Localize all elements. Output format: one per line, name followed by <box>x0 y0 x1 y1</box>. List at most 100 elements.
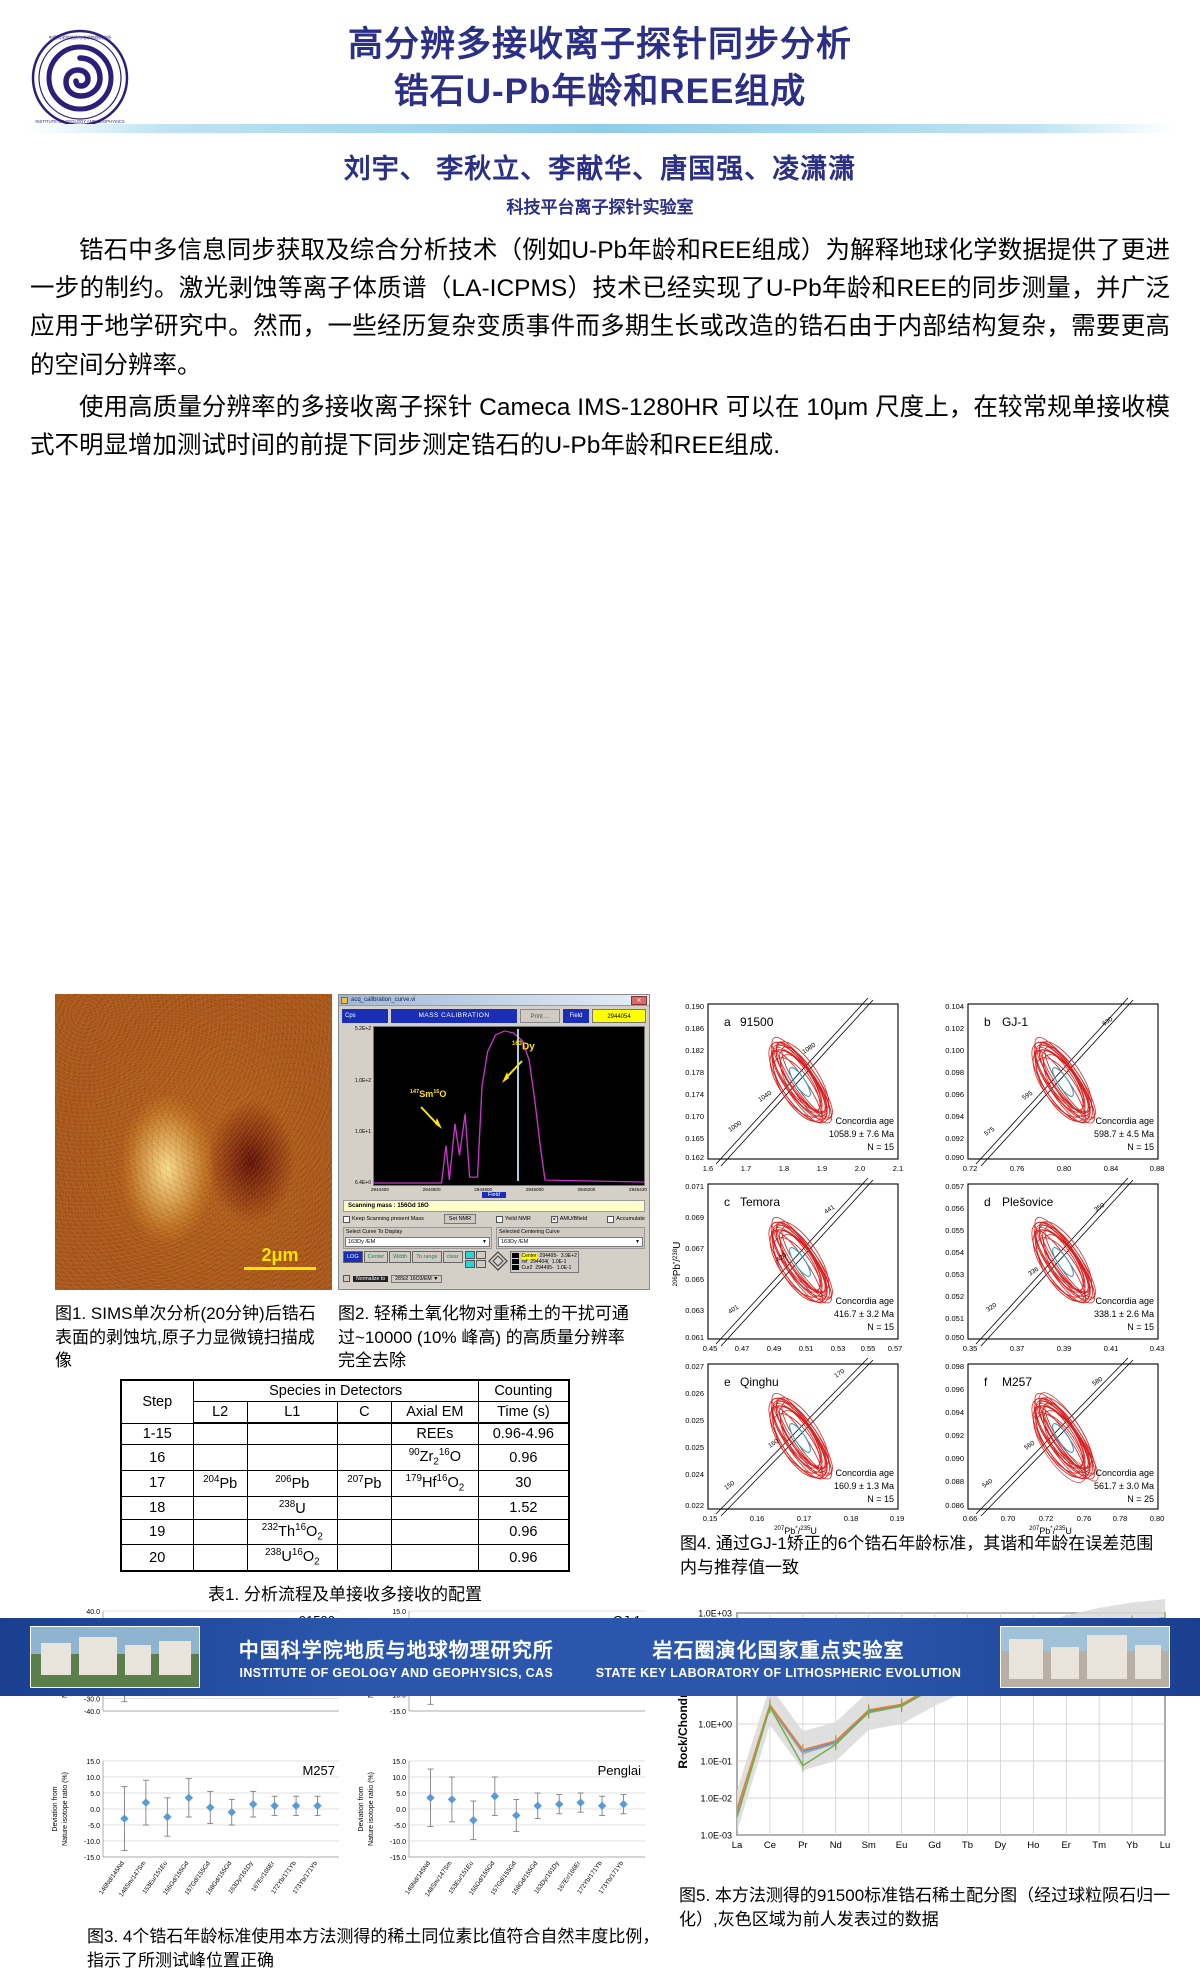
accumulate-checkbox[interactable] <box>607 1215 615 1223</box>
svg-text:0.66: 0.66 <box>963 1514 978 1523</box>
cell-axial <box>391 1495 479 1520</box>
table-row: 20 238U16O2 0.96 <box>120 1544 570 1573</box>
col-l1: L1 <box>246 1401 338 1425</box>
keep-scanning-checkbox[interactable] <box>343 1215 350 1223</box>
concordia-x-axis-labels: 207Pb*/235U 207Pb*/235U <box>668 1525 1178 1536</box>
col-axial-em: Axial EM <box>391 1401 479 1425</box>
x-tick-label: Ho <box>1027 1840 1039 1851</box>
cell-l2 <box>192 1544 248 1573</box>
y-tick-label: -10.0 <box>390 1839 406 1846</box>
cell-step: 19 <box>120 1518 194 1546</box>
table-1-caption: 表1. 分析流程及单接收多接收的配置 <box>208 1585 482 1605</box>
cell-l2 <box>192 1518 248 1546</box>
col-group-species: Species in Detectors <box>192 1379 479 1403</box>
cell-time: 0.96-4.96 <box>477 1422 570 1446</box>
svg-text:561.7 ± 3.0 Ma: 561.7 ± 3.0 Ma <box>1094 1481 1154 1491</box>
y-tick-label: 1.0E-01 <box>700 1757 732 1767</box>
table-1-block: Step Species in Detectors Counting L2 L1… <box>120 1379 570 1605</box>
svg-text:0.76: 0.76 <box>1077 1514 1092 1523</box>
amu-bfield-checkbox[interactable]: ✕ <box>550 1215 558 1223</box>
to-range-button[interactable]: To range <box>412 1250 442 1263</box>
figure-2-mass-calibration-window: acq_calibration_curve.vi ✕ Cps MASS CALI… <box>338 994 650 1291</box>
table-body: 1-15 REEs 0.96-4.96 16 90Zr216O 0.96 17 204Pb… <box>120 1422 570 1573</box>
log-button[interactable]: LOG <box>343 1250 363 1263</box>
center-button[interactable]: Center <box>363 1250 389 1263</box>
figure-1-caption: 图1. SIMS单次分析(20分钟)后锆石表面的剥蚀坑,原子力显微镜扫描成像 <box>55 1304 316 1371</box>
x-tick-label: Ce <box>764 1840 776 1851</box>
x-tick-label: Nd <box>830 1840 842 1851</box>
svg-text:0.43: 0.43 <box>1150 1344 1165 1353</box>
accumulate-label: Accumulate <box>616 1216 645 1223</box>
svg-text:Nature isotope ratio (%): Nature isotope ratio (%) <box>368 1772 375 1846</box>
cell-time: 0.96 <box>477 1544 570 1573</box>
legend-row: Center 294495- 3.9E+2 <box>511 1252 577 1259</box>
cell-c <box>336 1495 393 1520</box>
print-button[interactable]: Print ... <box>520 1009 560 1024</box>
cell-axial: 90Zr216O <box>391 1444 479 1472</box>
select-curve-dropdown[interactable]: 163Dy /EM ▼ <box>345 1236 490 1247</box>
grid-tool-icon[interactable] <box>475 1259 486 1268</box>
cell-c <box>336 1422 393 1446</box>
x-tick: 2945420 <box>629 1187 647 1193</box>
table-row: 18 238U 1.52 <box>120 1495 570 1520</box>
svg-text:0.024: 0.024 <box>685 1470 704 1479</box>
svg-text:0.096: 0.096 <box>945 1090 964 1099</box>
set-nmr-button[interactable]: Set NMR <box>443 1214 477 1225</box>
svg-text:0.15: 0.15 <box>703 1514 718 1523</box>
width-button[interactable]: Width <box>389 1250 412 1263</box>
svg-text:0.190: 0.190 <box>685 1002 704 1011</box>
svg-text:0.071: 0.071 <box>685 1182 704 1191</box>
diamond-nav-icon[interactable] <box>487 1250 508 1271</box>
svg-text:N = 15: N = 15 <box>867 1322 894 1332</box>
svg-text:Plešovice: Plešovice <box>1002 1195 1054 1209</box>
normalize-dropdown[interactable]: 28Si2 16O3/EM ▼ <box>391 1274 443 1283</box>
x-tick-label: Er <box>1061 1840 1071 1851</box>
chart-title: Penglai <box>598 1763 641 1778</box>
svg-text:0.057: 0.057 <box>945 1182 964 1191</box>
yield-nmr-checkbox[interactable] <box>496 1215 504 1223</box>
select-curve-group: Select Curve To Display 163Dy /EM ▼ <box>343 1227 492 1249</box>
cell-c: 207Pb <box>336 1470 393 1497</box>
field-value[interactable]: 2944054 <box>592 1009 646 1024</box>
x-tick-label: Tm <box>1092 1840 1106 1851</box>
cell-step: 18 <box>120 1495 194 1520</box>
org-name-en: INSTITUTE OF GEOLOGY AND GEOPHYSICS, CAS <box>239 1666 553 1680</box>
normalize-checkbox[interactable] <box>343 1275 350 1283</box>
svg-text:Concordia age: Concordia age <box>1095 1468 1154 1478</box>
svg-text:a: a <box>724 1015 731 1029</box>
y-tick-label: 10.0 <box>392 1775 406 1782</box>
x-tick: 2944600 <box>422 1187 441 1193</box>
cell-time: 30 <box>477 1470 570 1497</box>
y-tick-label: 1.0E+00 <box>698 1720 732 1730</box>
close-icon[interactable]: ✕ <box>631 995 647 1005</box>
centering-curve-dropdown[interactable]: 163Dy /EM ▼ <box>498 1236 643 1247</box>
svg-text:0.104: 0.104 <box>945 1002 964 1011</box>
cps-label: Cps <box>342 1009 388 1024</box>
svg-text:0.065: 0.065 <box>685 1275 704 1284</box>
abstract-paragraph-1: 锆石中多信息同步获取及综合分析技术（例如U-Pb年龄和REE组成）为解释地球化学… <box>30 237 1170 379</box>
cell-l1 <box>246 1422 338 1446</box>
x-tick-label: Sm <box>862 1840 876 1851</box>
y-tick-label: -5.0 <box>88 1823 100 1830</box>
x-tick: 2945200 <box>577 1187 596 1193</box>
figure-1-afm-image: 2μm <box>55 994 332 1291</box>
mass-spectrum-plot: 163Dy 147Sm16O <box>373 1026 645 1187</box>
svg-text:0.49: 0.49 <box>767 1344 782 1353</box>
x-tick-label: Tb <box>962 1840 973 1851</box>
zoom-tool-icon[interactable] <box>464 1250 475 1259</box>
cell-l1: 238U16O2 <box>246 1544 338 1573</box>
svg-text:2.0: 2.0 <box>855 1164 865 1173</box>
svg-text:Temora: Temora <box>740 1195 780 1209</box>
x-tick: 2944400 <box>371 1187 389 1193</box>
lab-name-cn: 岩石圈演化国家重点实验室 <box>652 1640 905 1662</box>
svg-text:INSTITUTE OF GEOLOGY AND GEOPH: INSTITUTE OF GEOLOGY AND GEOPHYSICS <box>35 119 124 124</box>
data-point <box>184 1793 194 1803</box>
cell-l1: 206Pb <box>246 1470 338 1497</box>
clear-button[interactable]: clear <box>442 1250 463 1263</box>
svg-text:0.51: 0.51 <box>799 1344 814 1353</box>
pan-tool-icon[interactable] <box>475 1250 486 1259</box>
cell-step: 1-15 <box>120 1422 194 1446</box>
spectrum-x-axis: 2944400 2944600 2944800 2945000 2945200 … <box>369 1186 649 1192</box>
cursor-tool-icon[interactable] <box>464 1259 475 1268</box>
svg-text:0.80: 0.80 <box>1057 1164 1072 1173</box>
